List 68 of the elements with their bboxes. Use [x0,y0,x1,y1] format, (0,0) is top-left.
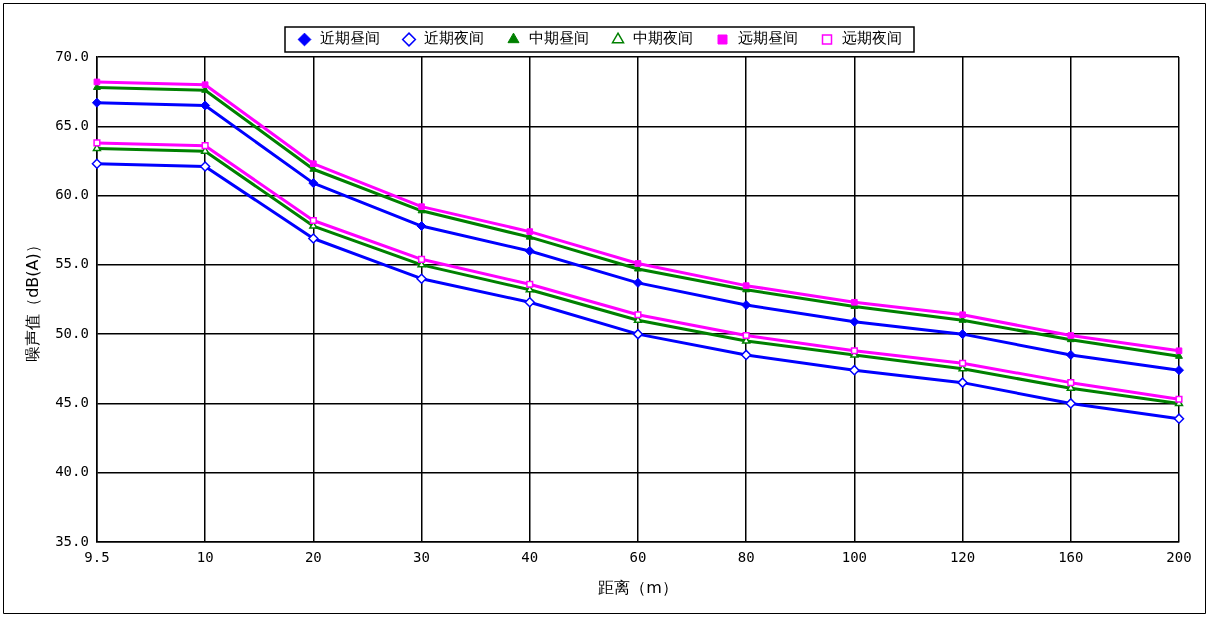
point [632,328,644,340]
x-tick-label: 30 [413,549,430,566]
point [1067,379,1075,387]
point [632,277,643,288]
x-tick-label: 9.5 [84,549,110,566]
x-tick-label: 100 [841,549,868,566]
point [416,221,427,232]
point [740,349,752,361]
legend-label: 远期昼间 [737,29,798,48]
y-tick-label: 40.0 [55,463,89,480]
legend-label: 近期昼间 [319,29,380,48]
point [742,331,750,340]
point [93,78,101,86]
point [849,316,860,327]
point [201,81,209,89]
x-tick-label: 40 [521,549,539,566]
point [634,260,642,267]
y-tick-label: 50.0 [55,324,89,341]
point [418,203,425,210]
x-tick-label: 120 [949,549,976,566]
point [1175,347,1183,355]
point [741,300,752,311]
legend-label: 中期夜间 [633,29,693,48]
y-tick-label: 55.0 [55,255,89,272]
legend-label: 近期夜间 [424,29,484,48]
point [524,297,535,308]
x-tick-label: 200 [1166,549,1192,566]
point [959,359,967,367]
point [1067,332,1075,339]
x-tick-label: 80 [737,549,755,566]
y-tick-label: 70.0 [55,47,89,64]
point [957,329,968,340]
point [91,158,103,169]
point [199,161,211,172]
point [310,160,317,168]
point [849,364,860,376]
x-tick-label: 20 [304,549,322,566]
point [524,246,535,256]
point [308,178,319,189]
point [200,100,211,111]
y-tick-label: 65.0 [55,116,89,133]
point [634,311,642,319]
x-tick-label: 60 [629,549,647,566]
point [959,311,966,319]
point [1175,395,1183,403]
point [742,282,750,289]
point [526,280,534,288]
point [201,142,209,150]
x-axis-title: 距离（m） [598,577,678,597]
point [309,216,317,225]
legend-label: 远期夜间 [842,29,902,48]
point [526,228,534,235]
point [957,377,968,388]
point [1173,413,1185,424]
y-tick-label: 45.0 [55,394,89,411]
legend-label: 中期昼间 [528,29,589,48]
point [416,273,427,284]
y-tick-label: 35.0 [55,532,89,549]
point [1065,349,1076,360]
x-tick-label: 160 [1058,549,1084,566]
y-tick-label: 60.0 [55,186,89,203]
x-tick-label: 10 [196,549,214,566]
y-axis-title: 噪声值（dB(A)） [22,237,42,362]
point [417,255,426,263]
point [308,233,319,244]
point [1065,398,1077,409]
point [91,97,102,108]
point [1174,365,1184,376]
